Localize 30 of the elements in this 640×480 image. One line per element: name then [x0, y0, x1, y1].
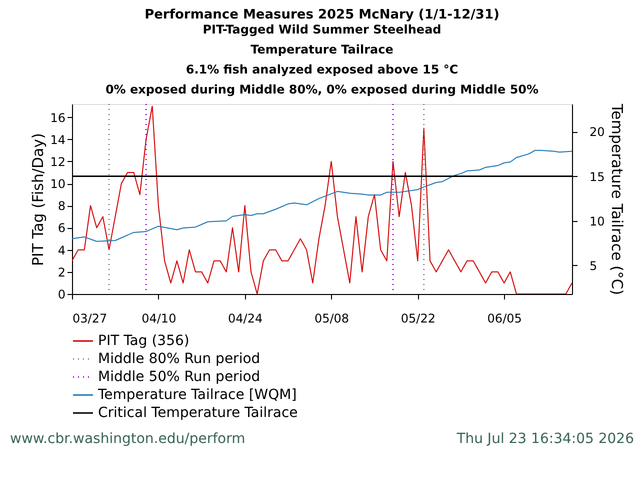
y2-axis-title: Temperature Tailrace (°C) — [608, 102, 626, 296]
y2-tick-label: 20 — [590, 125, 605, 140]
legend-label: Middle 80% Run period — [98, 351, 260, 367]
x-tick-label: 04/24 — [228, 312, 263, 326]
y-tick-label: 14 — [50, 132, 66, 147]
y-tick-label: 16 — [50, 110, 66, 125]
y2-tick-label: 5 — [590, 258, 598, 273]
y2-tick-label: 10 — [590, 214, 605, 228]
text: Thu Jul 23 16:34:05 2026 — [456, 431, 634, 447]
legend-label: Temperature Tailrace [WQM] — [97, 387, 297, 403]
text: www.cbr.washington.edu/perform — [10, 431, 246, 447]
y-tick-label: 8 — [58, 199, 66, 214]
chart-title: Performance Measures 2025 McNary (1/1-12/31) — [144, 7, 500, 22]
y-axis-title: PIT Tag (Fish/Day) — [29, 133, 48, 266]
y-tick-label: 2 — [58, 265, 66, 280]
x-tick-label: 06/05 — [487, 312, 522, 326]
x-tick-label: 05/08 — [314, 312, 350, 326]
x-tick-label: 04/10 — [142, 312, 176, 326]
y-tick-label: 12 — [50, 154, 66, 169]
y-tick-label: 6 — [58, 221, 66, 236]
chart-subtitle: PIT-Tagged Wild Summer Steelhead Temperature Tailrace 6.1% fish analyzed exposed above 15 °C 0% exposed during Middle 80%, 0% exposed during Middle 50% — [105, 22, 539, 96]
legend-label: Middle 50% Run period — [98, 369, 260, 385]
x-tick-label: 05/22 — [400, 312, 436, 326]
legend-label: PIT Tag (356) — [98, 333, 190, 349]
y-tick-label: 4 — [58, 243, 66, 258]
y-tick-label: 0 — [58, 288, 66, 302]
y-tick-label: 10 — [50, 177, 66, 192]
x-tick-label: 03/27 — [72, 312, 108, 326]
y2-tick-label: 15 — [590, 170, 605, 184]
legend-label: Critical Temperature Tailrace — [98, 405, 298, 421]
